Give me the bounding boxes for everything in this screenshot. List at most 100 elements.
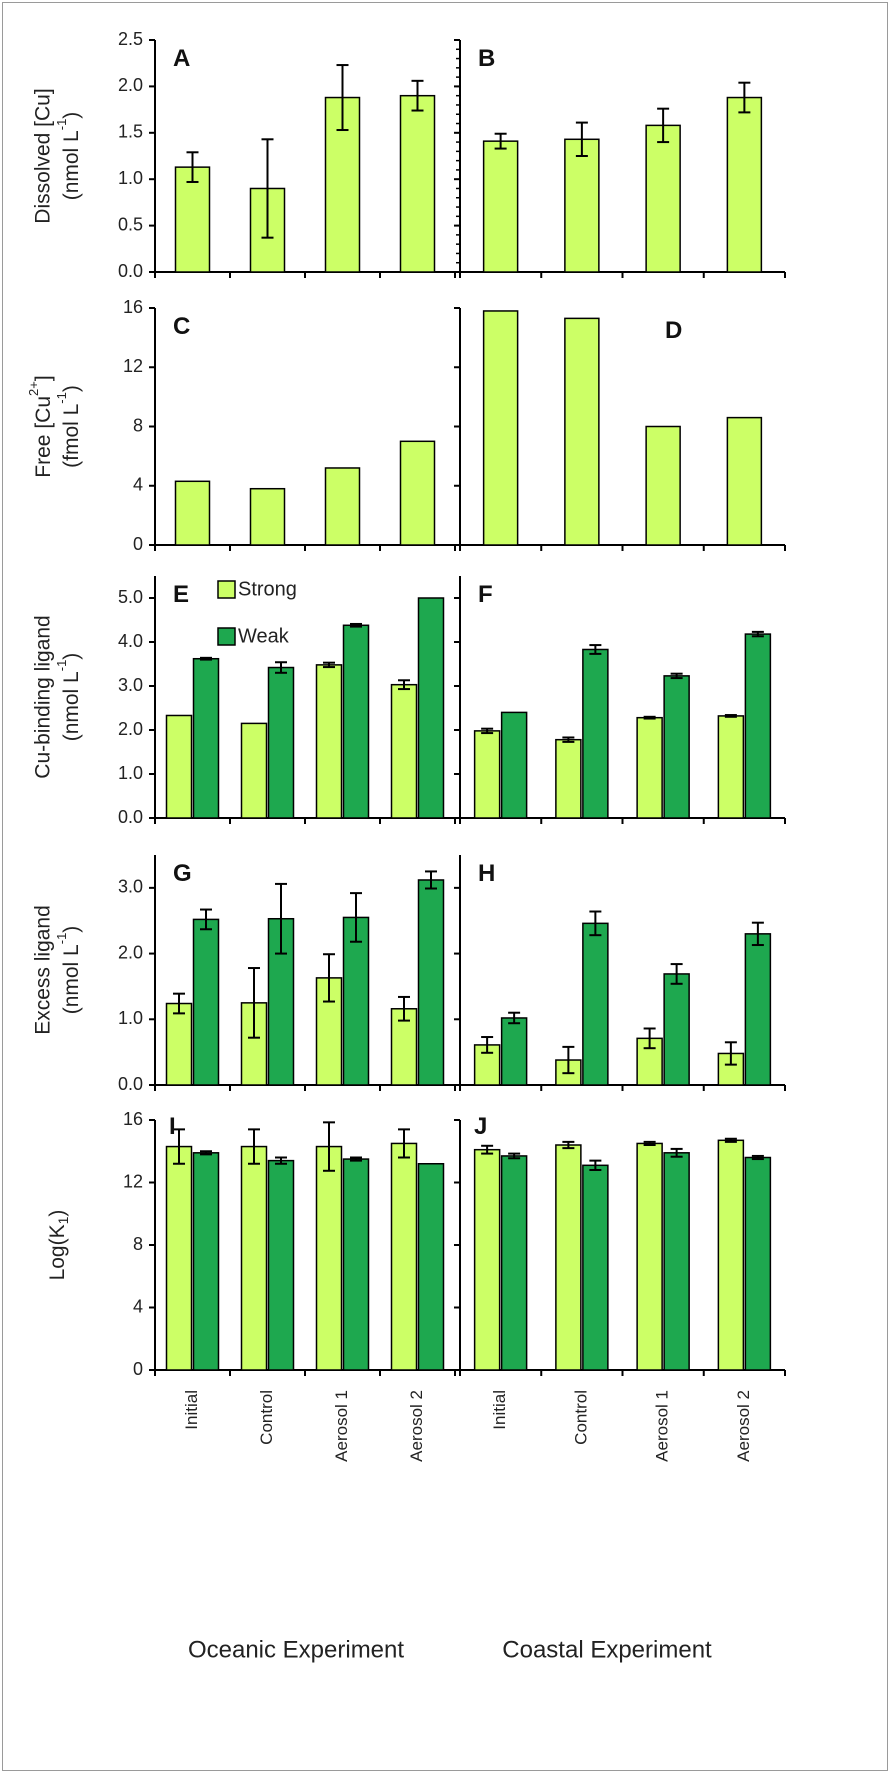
panel-e: 0.0 1.0 2.0 3.0 4.0 5.0 E Strong Weak xyxy=(118,576,456,827)
panel-b: B xyxy=(454,39,786,278)
bar-strong xyxy=(240,1145,268,1371)
y-tick-label: 2.5 xyxy=(118,29,143,49)
y-tick-label: 1.5 xyxy=(118,122,143,142)
y-axis-label: Log(K1) xyxy=(46,1210,71,1281)
bar-strong xyxy=(390,683,418,819)
bar-free-cu2+ xyxy=(645,425,681,546)
bar-strong xyxy=(240,1002,268,1086)
y-axis-label-line: (fmol L-1) xyxy=(54,385,82,468)
y-axis-label-line: Log(K1) xyxy=(46,1210,71,1281)
y-tick-label: 8 xyxy=(133,1234,143,1254)
y-axis-label: Dissolved [Cu] (nmol L-1) xyxy=(32,88,83,223)
x-category-label: Control xyxy=(571,1390,590,1445)
panel-label: A xyxy=(173,45,190,72)
y-tick-label: 4.0 xyxy=(118,631,143,651)
panel-d: D xyxy=(454,307,786,551)
bar-free-cu2+ xyxy=(249,487,286,546)
y-axis-label-line: Cu-binding ligand xyxy=(32,615,55,778)
bar-weak xyxy=(500,711,528,819)
bar-free-cu2+ xyxy=(482,310,519,546)
panel-c: 0 4 8 12 16 C xyxy=(123,297,456,554)
y-tick-label: 1.0 xyxy=(118,1008,143,1028)
y-tick-label: 3.0 xyxy=(118,877,143,897)
bar-weak xyxy=(582,922,609,1086)
bar-weak xyxy=(582,648,609,819)
y-tick-label: 0.0 xyxy=(118,1074,143,1094)
panel-label: D xyxy=(665,317,682,344)
bar-strong xyxy=(165,1002,193,1086)
bar-weak xyxy=(744,633,772,819)
y-tick-label: 8 xyxy=(133,415,143,435)
bar-free-cu2+ xyxy=(726,416,763,546)
x-category-label: Aerosol 2 xyxy=(734,1390,753,1462)
y-tick-label: 5.0 xyxy=(118,587,143,607)
bar-weak xyxy=(500,1155,528,1371)
legend-label: Strong xyxy=(238,578,297,600)
y-tick-label: 2.0 xyxy=(118,719,143,739)
y-tick-label: 2.0 xyxy=(118,942,143,962)
y-axis-label-line: Free [Cu2+] xyxy=(26,375,54,477)
x-category-label: Aerosol 1 xyxy=(332,1390,351,1462)
bar-free-cu2+ xyxy=(174,480,211,546)
y-tick-label: 16 xyxy=(123,297,143,317)
bar-dissolved-cu xyxy=(174,166,211,273)
y-tick-label: 3.0 xyxy=(118,675,143,695)
x-category-label: Initial xyxy=(490,1390,509,1430)
bar-weak xyxy=(582,1164,609,1371)
bar-weak xyxy=(267,1159,295,1371)
panel-label: C xyxy=(173,313,190,340)
bar-weak xyxy=(744,1156,772,1371)
bar-strong xyxy=(165,714,193,819)
group-title-oceanic: Oceanic Experiment xyxy=(188,1636,404,1663)
bar-weak xyxy=(342,1158,370,1371)
bar-weak xyxy=(500,1017,528,1086)
panel-h: H xyxy=(454,855,786,1091)
y-tick-label: 1.0 xyxy=(118,168,143,188)
y-tick-label: 0 xyxy=(133,1359,143,1379)
x-category-label: Aerosol 1 xyxy=(653,1390,672,1462)
bar-strong xyxy=(240,722,268,819)
panel-label: G xyxy=(173,860,192,887)
panel-j: J xyxy=(454,1113,786,1376)
legend-swatch xyxy=(217,580,236,599)
bar-strong xyxy=(636,1142,663,1371)
x-category-label: Aerosol 2 xyxy=(407,1390,426,1462)
y-tick-label: 0.5 xyxy=(118,214,143,234)
panel-i: 0 4 8 12 16 I xyxy=(123,1109,456,1379)
bar-weak xyxy=(342,916,370,1086)
x-category-label: Initial xyxy=(182,1390,201,1430)
panel-label: H xyxy=(478,860,495,887)
panel-f: F xyxy=(454,576,786,824)
bar-dissolved-cu xyxy=(399,94,436,273)
y-tick-label: 1.0 xyxy=(118,763,143,783)
y-tick-label: 0 xyxy=(133,534,143,554)
bar-free-cu2+ xyxy=(324,467,361,546)
y-tick-label: 0.0 xyxy=(118,807,143,827)
bar-weak xyxy=(417,597,445,819)
y-tick-label: 12 xyxy=(123,356,143,376)
y-axis-label-line: (nmol L-1) xyxy=(54,653,82,742)
y-tick-label: 16 xyxy=(123,1109,143,1129)
y-tick-label: 4 xyxy=(133,475,143,495)
panel-label: J xyxy=(474,1113,487,1140)
y-axis-label: Free [Cu2+](fmol L-1) xyxy=(26,375,82,477)
y-axis-label-line: (nmol L-1) xyxy=(54,112,82,201)
y-tick-label: 0.0 xyxy=(118,261,143,281)
legend-swatch xyxy=(217,627,236,646)
bar-weak xyxy=(744,933,772,1086)
bar-weak xyxy=(417,879,445,1086)
y-tick-label: 4 xyxy=(133,1296,143,1316)
legend: Strong Weak xyxy=(217,578,297,647)
panel-label: F xyxy=(478,581,493,608)
bar-strong xyxy=(473,1148,501,1371)
bar-free-cu2+ xyxy=(399,440,436,546)
y-axis-label-line: (nmol L-1) xyxy=(54,926,82,1015)
group-title-coastal: Coastal Experiment xyxy=(502,1636,712,1663)
y-tick-label: 12 xyxy=(123,1171,143,1191)
panel-label: I xyxy=(169,1113,176,1140)
panel-label: E xyxy=(173,581,189,608)
x-category-label: Control xyxy=(257,1390,276,1445)
panel-label: B xyxy=(478,45,495,72)
